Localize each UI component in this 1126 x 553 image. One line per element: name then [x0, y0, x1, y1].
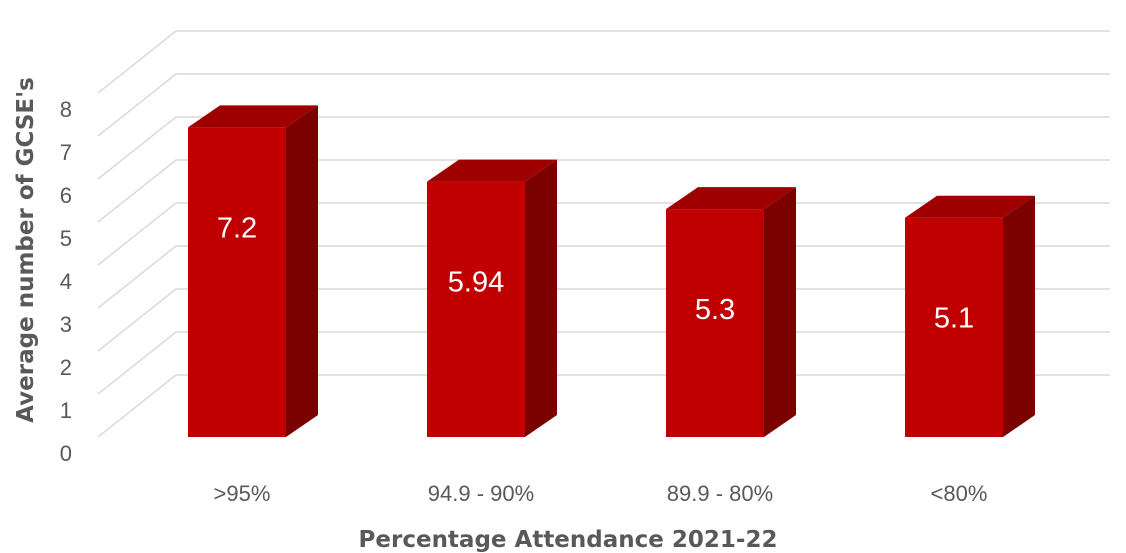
- bar: 5.1: [905, 195, 1035, 437]
- gridline: [97, 30, 1110, 94]
- gridline: [97, 245, 1110, 309]
- gridline: [97, 288, 1110, 352]
- y-tick-label: 7: [60, 140, 72, 165]
- gridline: [97, 202, 1110, 266]
- bar-top: [427, 159, 557, 182]
- y-tick-label: 8: [60, 97, 72, 122]
- y-tick-label: 1: [60, 398, 72, 423]
- y-tick-label: 6: [60, 183, 72, 208]
- bar-front: [666, 209, 764, 437]
- x-category-label: <80%: [931, 481, 988, 506]
- bars: 7.2 5.94 5.3 5.1: [188, 105, 1035, 438]
- gridline: [97, 159, 1110, 223]
- bar-top: [666, 187, 796, 210]
- x-axis-title: Percentage Attendance 2021-22: [359, 527, 778, 553]
- data-label: 5.1: [934, 303, 974, 335]
- data-label: 7.2: [217, 212, 257, 244]
- y-tick-label: 3: [60, 312, 72, 337]
- gridline: [97, 116, 1110, 180]
- gridline: [97, 331, 1110, 395]
- gridlines: [97, 30, 1110, 438]
- bar-side: [525, 159, 557, 437]
- gridline: [97, 374, 1110, 438]
- bar-side: [764, 187, 796, 437]
- y-tick-label: 0: [60, 441, 72, 466]
- bar: 5.3: [666, 187, 796, 437]
- bar-front: [427, 181, 525, 437]
- y-axis-ticks: 0 1 2 3 4 5 6 7 8: [60, 97, 72, 466]
- bar: 5.94: [427, 159, 557, 437]
- y-tick-label: 5: [60, 226, 72, 251]
- x-category-label: 94.9 - 90%: [428, 481, 534, 506]
- bar-top: [905, 195, 1035, 218]
- x-category-label: 89.9 - 80%: [667, 481, 773, 506]
- bar: 7.2: [188, 105, 318, 438]
- y-tick-label: 4: [60, 269, 72, 294]
- data-label: 5.3: [695, 294, 735, 326]
- bar-front: [188, 127, 286, 438]
- bar-front: [905, 217, 1003, 437]
- bar-top: [188, 105, 318, 128]
- bar-side: [286, 105, 318, 438]
- x-axis-categories: >95% 94.9 - 90% 89.9 - 80% <80%: [214, 481, 988, 506]
- gridline: [97, 73, 1110, 137]
- y-axis-title: Average number of GCSE's: [13, 77, 39, 423]
- y-tick-label: 2: [60, 355, 72, 380]
- bar-side: [1003, 195, 1035, 437]
- data-label: 5.94: [448, 267, 504, 299]
- x-category-label: >95%: [214, 481, 271, 506]
